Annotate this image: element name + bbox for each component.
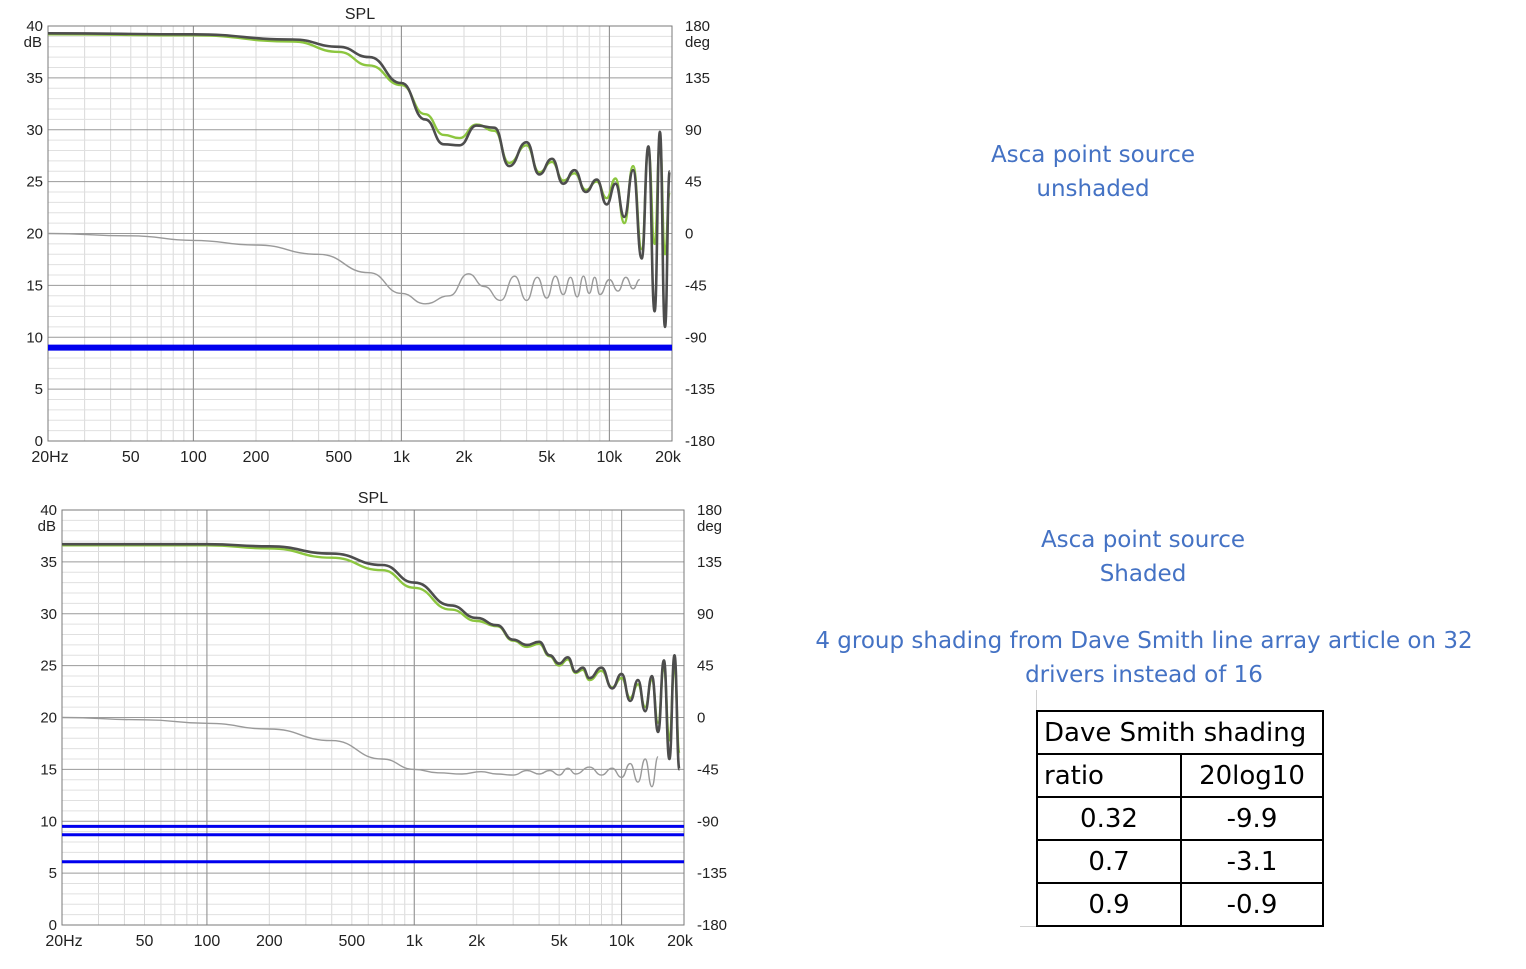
y-right-tick-label: -45 — [697, 761, 719, 778]
y-right-tick-label: 0 — [685, 226, 693, 243]
y-tick-label: 30 — [26, 122, 43, 139]
cell-ratio: 0.32 — [1036, 796, 1182, 841]
shading-table: Dave Smith shading ratio 20log10 0.32 -9… — [1036, 710, 1324, 927]
y-right-tick-label: 180 — [697, 502, 722, 519]
table-row: 0.7 -3.1 — [1036, 839, 1324, 884]
x-tick-label: 50 — [122, 449, 140, 466]
y-tick-label: 5 — [49, 865, 57, 882]
chart-title: SPL — [345, 6, 375, 23]
x-tick-label: 10k — [609, 933, 636, 950]
x-tick-label: 100 — [180, 449, 207, 466]
cell-ratio: 0.7 — [1036, 839, 1182, 884]
caption-line-2: unshaded — [1036, 176, 1150, 202]
shading-note: 4 group shading from Dave Smith line arr… — [815, 628, 1473, 688]
cell-db: -0.9 — [1180, 882, 1324, 927]
y-tick-label: 25 — [40, 658, 57, 675]
y-tick-label: 15 — [26, 277, 43, 294]
cell-db: -9.9 — [1180, 796, 1324, 841]
caption-shaded: Asca point source Shaded — [990, 523, 1296, 591]
x-tick-label: 20Hz — [31, 449, 68, 466]
y-tick-label: 35 — [26, 70, 43, 87]
y-right-tick-label: -180 — [685, 433, 715, 450]
y-right-tick-label: 45 — [685, 174, 702, 191]
table-decoration — [1020, 926, 1036, 927]
y-tick-label: 40 — [26, 18, 43, 35]
y-unit-right: deg — [697, 518, 722, 535]
y-right-tick-label: -90 — [697, 813, 719, 830]
y-right-tick-label: -135 — [697, 865, 727, 882]
y-right-tick-label: 135 — [697, 554, 722, 571]
table-row: 0.9 -0.9 — [1036, 882, 1324, 927]
x-tick-label: 2k — [456, 449, 474, 466]
caption-unshaded: Asca point source unshaded — [940, 138, 1246, 206]
header-ratio: ratio — [1036, 753, 1182, 798]
y-right-tick-label: 0 — [697, 710, 705, 727]
header-20log10: 20log10 — [1180, 753, 1324, 798]
y-tick-label: 10 — [26, 329, 43, 346]
y-tick-label: 0 — [49, 917, 57, 934]
y-right-tick-label: 135 — [685, 70, 710, 87]
y-tick-label: 25 — [26, 174, 43, 191]
y-tick-label: 15 — [40, 761, 57, 778]
cell-db: -3.1 — [1180, 839, 1324, 884]
y-right-tick-label: 90 — [685, 122, 702, 139]
x-tick-label: 20k — [667, 933, 694, 950]
table-title: Dave Smith shading — [1036, 710, 1324, 755]
x-tick-label: 500 — [338, 933, 365, 950]
x-tick-label: 20Hz — [45, 933, 82, 950]
y-tick-label: 5 — [35, 381, 43, 398]
series-spl_main — [47, 32, 671, 329]
y-unit-left: dB — [38, 518, 56, 535]
y-unit-right: deg — [685, 34, 710, 51]
chart-svg: 0 5 10 15 20 25 30 35 40 -180 -135 -90 -45 0 45 90 135 18… — [24, 6, 715, 466]
chart-svg: 0 5 10 15 20 25 30 35 40 -180 -135 -90 -45 0 45 90 135 18… — [38, 490, 727, 950]
y-tick-label: 10 — [40, 813, 57, 830]
y-tick-label: 20 — [40, 710, 57, 727]
spl-chart-unshaded: 0 5 10 15 20 25 30 35 40 -180 -135 -90 -45 0 45 90 135 18… — [0, 0, 740, 480]
x-tick-label: 200 — [256, 933, 283, 950]
series-phase — [61, 716, 659, 788]
y-right-tick-label: 180 — [685, 18, 710, 35]
y-right-tick-label: -45 — [685, 277, 707, 294]
y-tick-label: 40 — [40, 502, 57, 519]
table-title-row: Dave Smith shading — [1036, 710, 1324, 755]
y-unit-left: dB — [24, 34, 42, 51]
table-header-row: ratio 20log10 — [1036, 753, 1324, 798]
caption-line-1: Asca point source — [990, 142, 1196, 168]
y-tick-label: 35 — [40, 554, 57, 571]
caption-line-1: Asca point source — [1040, 527, 1246, 553]
x-tick-label: 100 — [194, 933, 221, 950]
y-tick-label: 20 — [26, 226, 43, 243]
x-tick-label: 5k — [551, 933, 569, 950]
x-tick-label: 10k — [596, 449, 623, 466]
x-tick-label: 500 — [325, 449, 352, 466]
y-right-tick-label: -135 — [685, 381, 715, 398]
caption-line-2: Shaded — [1099, 561, 1187, 587]
y-tick-label: 0 — [35, 433, 43, 450]
x-tick-label: 200 — [243, 449, 270, 466]
x-tick-label: 2k — [468, 933, 486, 950]
y-tick-label: 30 — [40, 606, 57, 623]
x-tick-label: 50 — [136, 933, 154, 950]
cell-ratio: 0.9 — [1036, 882, 1182, 927]
chart-title: SPL — [358, 490, 388, 507]
x-tick-label: 1k — [393, 449, 411, 466]
table-decoration — [1036, 690, 1037, 710]
y-right-tick-label: 90 — [697, 606, 714, 623]
x-tick-label: 1k — [406, 933, 424, 950]
y-right-tick-label: -180 — [697, 917, 727, 934]
x-tick-label: 20k — [655, 449, 682, 466]
y-right-tick-label: 45 — [697, 658, 714, 675]
series-spl_alt — [62, 544, 681, 755]
series-phase — [47, 232, 641, 305]
y-right-tick-label: -90 — [685, 329, 707, 346]
x-tick-label: 5k — [538, 449, 556, 466]
series-spl_main — [61, 542, 681, 771]
table-row: 0.32 -9.9 — [1036, 796, 1324, 841]
spl-chart-shaded: 0 5 10 15 20 25 30 35 40 -180 -135 -90 -45 0 45 90 135 18… — [0, 484, 740, 964]
